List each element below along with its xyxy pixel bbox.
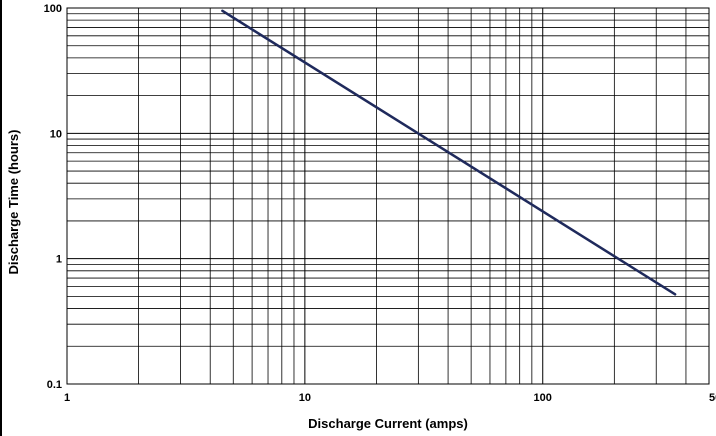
x-tick-label: 1 xyxy=(64,392,70,404)
y-axis-title: Discharge Time (hours) xyxy=(6,130,21,275)
y-tick-label: 100 xyxy=(44,3,62,15)
x-tick-label: 500 xyxy=(709,392,716,404)
grid-lines xyxy=(66,7,710,385)
x-axis-title: Discharge Current (amps) xyxy=(308,416,468,431)
series-line xyxy=(221,9,677,296)
y-tick-label: 1 xyxy=(56,254,62,266)
plot-area-border xyxy=(66,7,710,385)
series-layer xyxy=(221,9,677,296)
y-tick-label: 0.1 xyxy=(47,379,62,391)
x-tick-label: 10 xyxy=(299,392,311,404)
y-tick-label: 10 xyxy=(50,128,62,140)
x-tick-label: 100 xyxy=(534,392,552,404)
